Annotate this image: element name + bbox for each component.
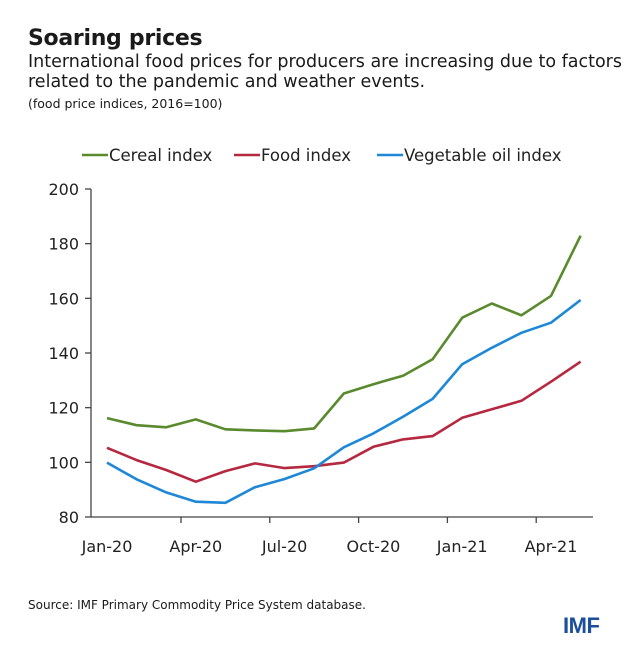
y-tick-label: 100 xyxy=(48,453,79,472)
y-tick-label: 140 xyxy=(48,344,79,363)
imf-logo: IMF xyxy=(563,613,600,638)
chart-title: Soaring prices xyxy=(28,26,203,51)
units-note: (food price indices, 2016=100) xyxy=(28,96,223,111)
x-tick-label: Apr-20 xyxy=(169,537,222,556)
y-tick-label: 180 xyxy=(48,235,79,254)
series-line-2 xyxy=(106,298,582,505)
chart-subtitle: International food prices for producers … xyxy=(28,52,622,92)
legend-label-2: Vegetable oil index xyxy=(404,146,562,165)
source-note: Source: IMF Primary Commodity Price Syst… xyxy=(28,598,366,612)
y-tick-label: 200 xyxy=(48,180,79,199)
legend-label-0: Cereal index xyxy=(109,146,213,165)
y-tick-label: 160 xyxy=(48,289,79,308)
x-tick-label: Apr-21 xyxy=(525,537,578,556)
series-lines xyxy=(106,235,582,505)
axes: 80 100 120 140 160 180 200 Jan-20 Apr-20 Jul-20 Oc… xyxy=(48,180,593,556)
legend-label-1: Food index xyxy=(261,146,351,165)
x-tick-label: Jan-20 xyxy=(81,537,133,556)
y-tick-label: 80 xyxy=(59,508,79,527)
series-line-1 xyxy=(106,360,582,484)
y-tick-label: 120 xyxy=(48,399,79,418)
legend: Cereal index Food index Vegetable oil inde… xyxy=(82,146,562,165)
x-tick-label: Oct-20 xyxy=(347,537,401,556)
x-tick-label: Jul-20 xyxy=(261,537,307,556)
x-tick-label: Jan-21 xyxy=(436,537,488,556)
series-line-0 xyxy=(106,235,582,433)
